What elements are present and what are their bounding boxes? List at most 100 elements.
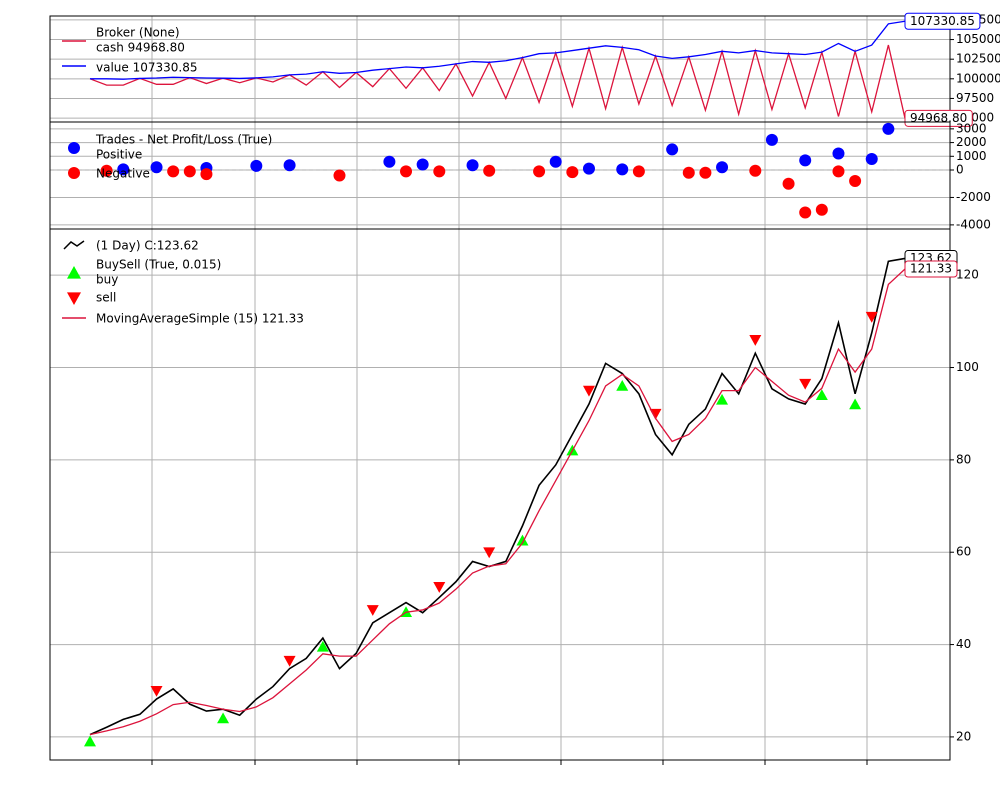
legend: Trades - Net Profit/Loss (True)Positive N… [68, 133, 272, 181]
buy-marker [815, 389, 828, 401]
trade-dot [832, 147, 845, 160]
buy-marker [616, 379, 629, 391]
sell-marker [283, 655, 296, 667]
trade-dot [882, 122, 895, 135]
buy-marker [217, 712, 230, 724]
series-line [90, 20, 906, 80]
trade-dot [416, 158, 429, 171]
legend-icon [63, 240, 85, 250]
legend-label: Trades - Net Profit/Loss (True) [95, 133, 272, 147]
y-tick-label: 60 [956, 545, 971, 559]
end-label: 121.33 [910, 262, 952, 276]
trade-dot [117, 163, 130, 176]
y-tick-label: 105000 [956, 32, 1000, 46]
legend: Broker (None)cash 94968.80 value 107330.8… [62, 26, 197, 75]
trade-dot [749, 164, 762, 177]
y-tick-label: 1000 [956, 149, 987, 163]
series-line [89, 268, 906, 736]
trade-dot [666, 143, 679, 156]
legend-label: BuySell (True, 0.015) [96, 258, 221, 272]
end-label: 107330.85 [910, 14, 975, 28]
legend-label: buy [96, 273, 118, 287]
sell-marker [582, 385, 595, 397]
sell-marker [366, 605, 379, 616]
trade-dot [682, 166, 695, 179]
buy-marker [84, 735, 96, 747]
trade-dot [200, 168, 213, 181]
y-tick-label: 3000 [956, 121, 987, 135]
sell-marker [799, 378, 812, 390]
y-tick-label: 2000 [956, 135, 987, 149]
buy-marker [716, 393, 729, 405]
trade-dot [150, 161, 163, 174]
legend-label: MovingAverageSimple (15) 121.33 [96, 312, 304, 326]
y-tick-label: 40 [956, 637, 971, 651]
trade-dot [250, 159, 263, 172]
y-tick-label: 0 [956, 163, 964, 177]
y-tick-label: 97500 [956, 91, 994, 105]
trade-dot [549, 155, 562, 168]
x-ticks [151, 760, 868, 765]
trade-dot [699, 166, 712, 179]
trade-dot [533, 165, 546, 178]
trade-dot [400, 165, 413, 178]
trade-dot [566, 166, 579, 179]
y-tick-label: 120 [956, 268, 979, 282]
sell-marker [483, 547, 496, 559]
buy-marker [316, 640, 329, 652]
sell-marker [749, 335, 762, 346]
trade-dot [582, 162, 595, 175]
trade-dot [849, 174, 862, 187]
y-tick-label: 102500 [956, 52, 1000, 66]
sell-marker [433, 582, 446, 593]
legend-label: Positive [96, 148, 142, 162]
legend-icon [67, 266, 81, 279]
y-tick-label: -4000 [956, 217, 991, 231]
y-tick-label: 100000 [956, 71, 1000, 85]
end-label-box [904, 12, 981, 30]
trade-dot [383, 155, 396, 168]
series-line [89, 44, 906, 119]
legend-icon [67, 292, 81, 305]
trade-dot [433, 165, 446, 178]
y-tick-label: 80 [956, 452, 971, 466]
series-line [89, 257, 906, 736]
trade-dot [782, 177, 795, 190]
legend-label: (1 Day) C:123.62 [96, 239, 199, 253]
trade-dot [167, 165, 180, 178]
trade-dot [333, 169, 346, 182]
trade-dot [616, 163, 629, 176]
trade-dot [632, 165, 645, 178]
trade-dot [483, 164, 496, 177]
x-grid [151, 16, 868, 760]
legend-label: Broker (None) [96, 26, 180, 40]
trade-dot [183, 165, 196, 178]
y-tick-label: 20 [956, 729, 971, 743]
panel: 950009750010000010250010500010750094968.… [49, 12, 1000, 127]
trade-dot [815, 203, 828, 216]
legend: (1 Day) C:123.62 BuySell (True, 0.015)buy… [62, 239, 304, 326]
y-tick-label: -2000 [956, 190, 991, 204]
trade-dot [765, 133, 778, 146]
trade-dot [100, 164, 113, 177]
trade-dot [865, 153, 878, 166]
sell-marker [865, 311, 878, 323]
buy-marker [516, 534, 529, 546]
buy-marker [849, 398, 862, 410]
sell-marker [150, 685, 163, 697]
trade-dot [283, 159, 296, 172]
trade-dot [716, 161, 729, 174]
legend-label: sell [96, 291, 116, 305]
trade-dot [799, 206, 812, 219]
legend-label: Negative [96, 167, 150, 181]
legend-icon [68, 142, 80, 154]
end-label-box [904, 260, 958, 278]
end-label: 94968.80 [910, 111, 967, 125]
trade-dot [799, 154, 812, 167]
legend-label: cash 94968.80 [96, 41, 185, 55]
legend-icon [68, 167, 80, 179]
panel-frame [49, 228, 951, 761]
